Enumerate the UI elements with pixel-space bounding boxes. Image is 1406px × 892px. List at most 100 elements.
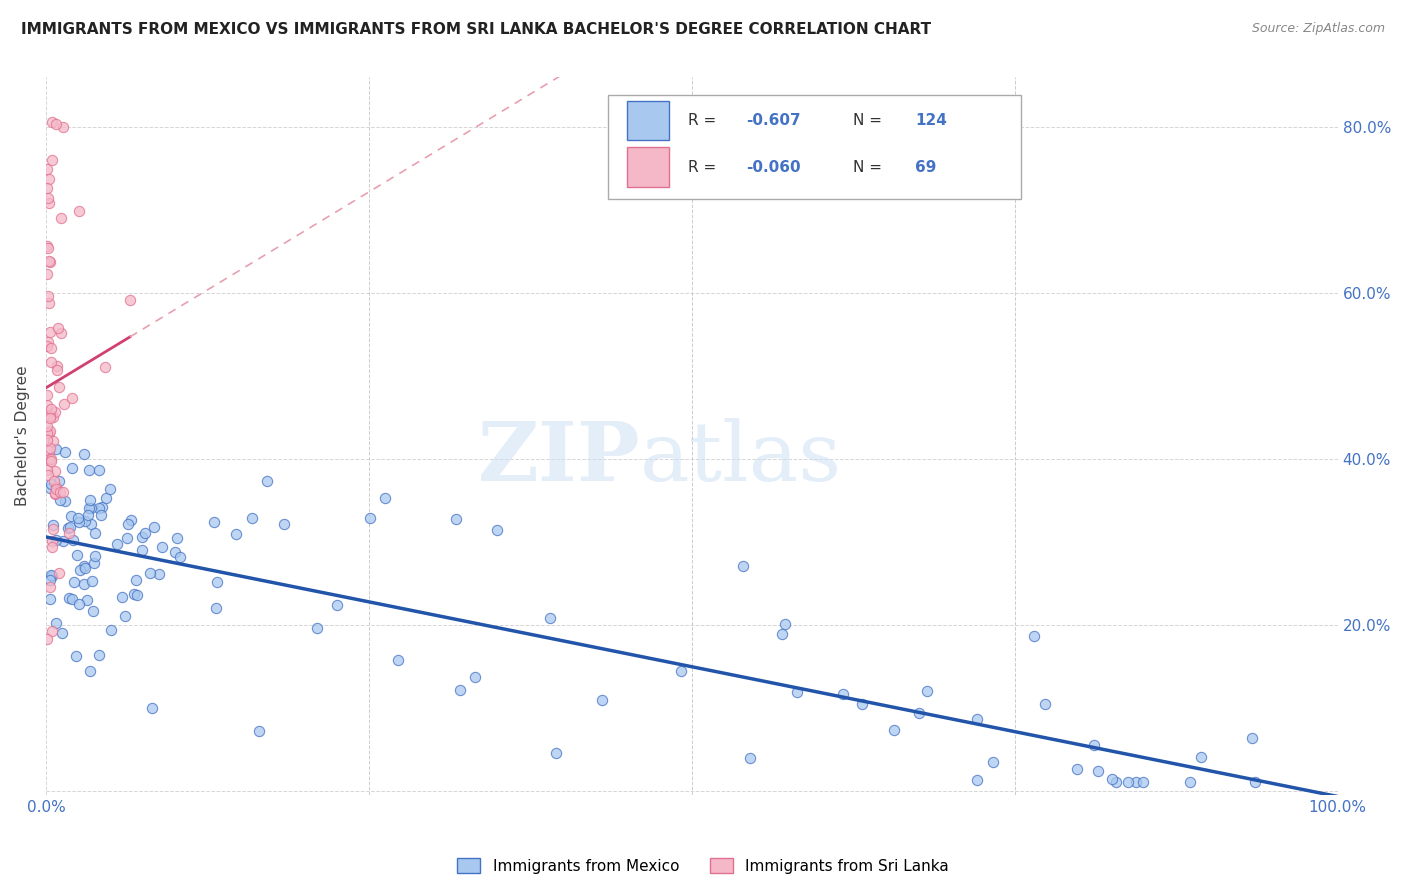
Point xyxy=(42,475,65,489)
Point xyxy=(240,510,263,524)
Text: N =: N = xyxy=(853,160,887,175)
Point xyxy=(134,526,156,541)
Point xyxy=(39,451,62,466)
Point xyxy=(48,474,70,488)
Point xyxy=(37,335,59,350)
Point xyxy=(94,360,117,375)
Point xyxy=(1178,775,1201,789)
Point xyxy=(60,509,83,524)
Point xyxy=(87,501,110,516)
Point xyxy=(770,627,793,641)
Point xyxy=(131,530,153,544)
Point xyxy=(131,543,153,558)
Text: -0.607: -0.607 xyxy=(747,113,800,128)
Point xyxy=(58,526,80,541)
Point xyxy=(139,566,162,581)
Point xyxy=(148,566,170,581)
Point xyxy=(42,434,65,448)
Point xyxy=(49,326,72,340)
Text: 69: 69 xyxy=(915,160,936,175)
Text: R =: R = xyxy=(688,160,721,175)
Point xyxy=(46,359,69,373)
Point xyxy=(77,501,100,516)
Point xyxy=(75,514,97,528)
Point xyxy=(45,483,67,497)
Point xyxy=(45,533,67,547)
Point xyxy=(444,512,467,526)
Point xyxy=(37,339,59,353)
Point xyxy=(67,203,90,218)
Point xyxy=(38,253,60,268)
Point xyxy=(731,558,754,573)
Point xyxy=(98,482,121,496)
Point xyxy=(48,380,70,394)
Point xyxy=(52,120,75,135)
Point xyxy=(58,591,80,606)
Point xyxy=(39,409,62,423)
Point xyxy=(464,670,486,684)
Point xyxy=(62,533,84,548)
Point xyxy=(786,684,808,698)
Point xyxy=(87,463,110,477)
Point xyxy=(1024,629,1046,643)
Point xyxy=(67,516,90,530)
Point xyxy=(591,693,613,707)
Point xyxy=(39,567,62,582)
Point xyxy=(107,536,129,550)
Point xyxy=(538,611,561,625)
Text: IMMIGRANTS FROM MEXICO VS IMMIGRANTS FROM SRI LANKA BACHELOR'S DEGREE CORRELATIO: IMMIGRANTS FROM MEXICO VS IMMIGRANTS FRO… xyxy=(21,22,931,37)
Point xyxy=(37,267,59,281)
Point xyxy=(1101,772,1123,787)
Point xyxy=(256,475,278,489)
Point xyxy=(42,410,65,425)
Point xyxy=(60,592,83,607)
Point xyxy=(141,701,163,715)
Point xyxy=(111,591,134,605)
Point xyxy=(273,516,295,531)
Point xyxy=(73,561,96,575)
Point xyxy=(73,577,96,591)
Point xyxy=(44,405,66,419)
Point xyxy=(76,592,98,607)
Point xyxy=(359,511,381,525)
Point xyxy=(84,549,107,563)
Point xyxy=(1116,775,1139,789)
Point xyxy=(1243,775,1265,789)
Point xyxy=(79,664,101,678)
Point xyxy=(166,531,188,545)
Legend: Immigrants from Mexico, Immigrants from Sri Lanka: Immigrants from Mexico, Immigrants from … xyxy=(451,852,955,880)
Point xyxy=(1105,775,1128,789)
Point xyxy=(125,573,148,587)
Point xyxy=(45,363,67,377)
Point xyxy=(46,321,69,335)
Point xyxy=(37,632,59,646)
Point xyxy=(49,493,72,508)
Point xyxy=(63,574,86,589)
Y-axis label: Bachelor's Degree: Bachelor's Degree xyxy=(15,366,30,507)
Point xyxy=(738,751,761,765)
Point xyxy=(69,564,91,578)
Point xyxy=(908,706,931,720)
Point xyxy=(39,254,62,268)
Point xyxy=(122,587,145,601)
Point xyxy=(84,525,107,540)
Point xyxy=(87,648,110,663)
Point xyxy=(915,684,938,698)
Point xyxy=(39,453,62,467)
Point xyxy=(38,591,60,606)
Point xyxy=(60,460,83,475)
Point xyxy=(225,526,247,541)
Point xyxy=(307,621,329,635)
Point xyxy=(326,598,349,612)
Point xyxy=(202,515,225,529)
Point xyxy=(37,432,59,446)
Point xyxy=(37,468,59,483)
Point xyxy=(37,162,59,177)
Point xyxy=(39,355,62,369)
Point xyxy=(44,486,66,500)
Point xyxy=(77,463,100,477)
Text: Source: ZipAtlas.com: Source: ZipAtlas.com xyxy=(1251,22,1385,36)
Point xyxy=(56,521,79,535)
Text: -0.060: -0.060 xyxy=(747,160,800,175)
Point xyxy=(127,588,149,602)
